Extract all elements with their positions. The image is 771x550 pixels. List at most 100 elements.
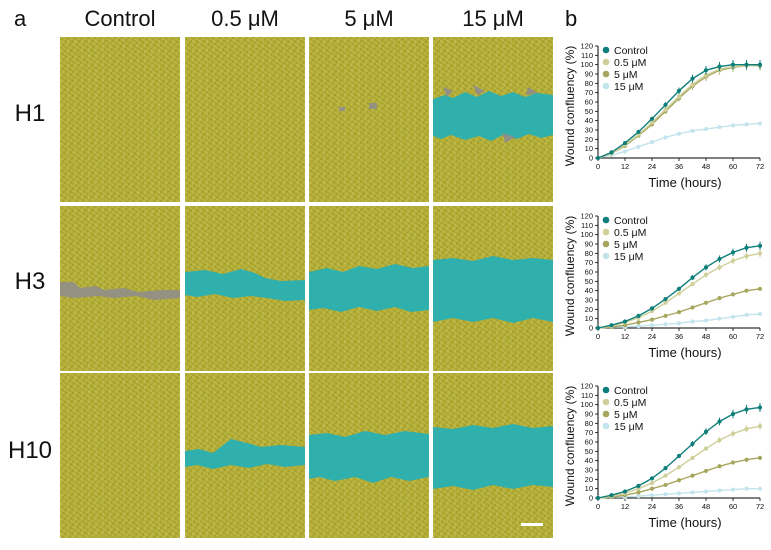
legend-label: 5 μM [614, 239, 638, 251]
data-point [663, 482, 668, 488]
y-tick-label: 50 [585, 447, 593, 456]
data-point [744, 62, 749, 67]
micrograph-h10-5uM [309, 373, 429, 538]
data-point [690, 76, 695, 81]
micrograph-h10-control [60, 373, 180, 538]
x-tick-label: 0 [596, 332, 600, 341]
data-point [757, 62, 763, 67]
data-point [622, 319, 628, 324]
column-header-0-5uM: 0.5 μM [211, 6, 279, 31]
data-point [703, 446, 709, 451]
micrograph-h10-15uM [433, 373, 553, 538]
y-tick-label: 30 [585, 296, 593, 305]
y-tick-label: 60 [585, 98, 593, 107]
y-tick-label: 50 [585, 107, 593, 116]
x-tick-label: 0 [596, 162, 600, 171]
legend-label: Control [614, 45, 648, 57]
column-header-15uM: 15 μM [462, 6, 524, 31]
data-point [676, 491, 682, 496]
data-point [690, 128, 695, 134]
data-point [703, 318, 709, 323]
data-point [757, 286, 763, 291]
x-tick-label: 60 [729, 162, 737, 171]
data-point [663, 322, 668, 327]
data-point [703, 300, 709, 305]
data-point [744, 457, 749, 462]
legend-label: 0.5 μM [614, 397, 646, 409]
data-point [717, 488, 722, 493]
legend-marker [602, 46, 610, 54]
data-point [636, 490, 641, 495]
data-point [717, 316, 722, 321]
data-point [676, 94, 682, 99]
data-point [622, 149, 628, 154]
row-header-h1: H1 [14, 100, 46, 127]
y-tick-label: 40 [585, 116, 593, 125]
x-tick-label: 48 [702, 332, 710, 341]
data-point [609, 150, 614, 155]
data-point [703, 272, 709, 277]
data-point [730, 314, 736, 319]
data-point [663, 296, 668, 302]
data-point [744, 288, 749, 293]
data-point [649, 480, 655, 486]
data-point [744, 122, 749, 127]
data-point [636, 494, 641, 499]
y-tick-label: 10 [585, 484, 593, 493]
data-point [744, 245, 749, 250]
x-axis-label: Time (hours) [648, 515, 721, 530]
y-tick-label: 20 [585, 305, 593, 314]
data-point [757, 455, 763, 460]
x-tick-label: 36 [675, 332, 683, 341]
legend-label: 0.5 μM [614, 57, 646, 69]
data-point [757, 251, 763, 256]
micrograph-h1-15uM [433, 37, 553, 202]
x-tick-label: 36 [675, 162, 683, 171]
data-point [757, 121, 763, 126]
legend-marker [602, 70, 610, 78]
legend-label: Control [614, 215, 648, 227]
y-tick-label: 120 [580, 212, 593, 221]
x-tick-label: 0 [596, 502, 600, 511]
data-point [690, 275, 695, 280]
micrograph-h3-control [60, 206, 180, 371]
data-point [663, 466, 668, 471]
data-point [649, 476, 655, 481]
micrograph-h3-15uM [433, 206, 553, 371]
y-tick-label: 100 [580, 60, 593, 69]
x-tick-label: 48 [702, 162, 710, 171]
x-tick-label: 24 [648, 502, 656, 511]
x-tick-label: 72 [756, 502, 764, 511]
data-point [649, 493, 655, 498]
data-point [730, 258, 736, 263]
data-point [649, 486, 655, 491]
data-point [636, 320, 641, 325]
data-point [744, 312, 749, 318]
data-point [676, 286, 682, 291]
data-point [744, 254, 749, 259]
y-tick-label: 90 [585, 70, 593, 79]
y-axis-label: Wound confluency (%) [563, 46, 577, 167]
data-point [730, 487, 736, 492]
data-point [717, 256, 722, 262]
data-point [676, 131, 682, 136]
micrograph-h3-0-5uM [185, 206, 305, 371]
y-tick-label: 80 [585, 249, 593, 258]
data-point [595, 325, 601, 331]
data-point [676, 465, 682, 470]
y-tick-label: 110 [581, 51, 593, 60]
data-point [703, 265, 709, 270]
micrograph-h10-0-5uM [185, 373, 305, 538]
micrograph-h1-5uM [309, 37, 429, 202]
data-point [649, 306, 655, 311]
data-point [757, 486, 763, 491]
data-point [690, 319, 695, 324]
chart-h3: 0 10 20 30 40 50 60 70 80 90 100 110 120 0 12 24 36 48 60 7… [550, 200, 771, 375]
y-tick-label: 110 [581, 391, 593, 400]
x-tick-label: 12 [621, 162, 629, 171]
data-point [690, 82, 695, 87]
data-point [717, 64, 722, 69]
x-axis-label: Time (hours) [648, 345, 721, 360]
x-tick-label: 60 [729, 332, 737, 341]
data-point [744, 407, 749, 412]
